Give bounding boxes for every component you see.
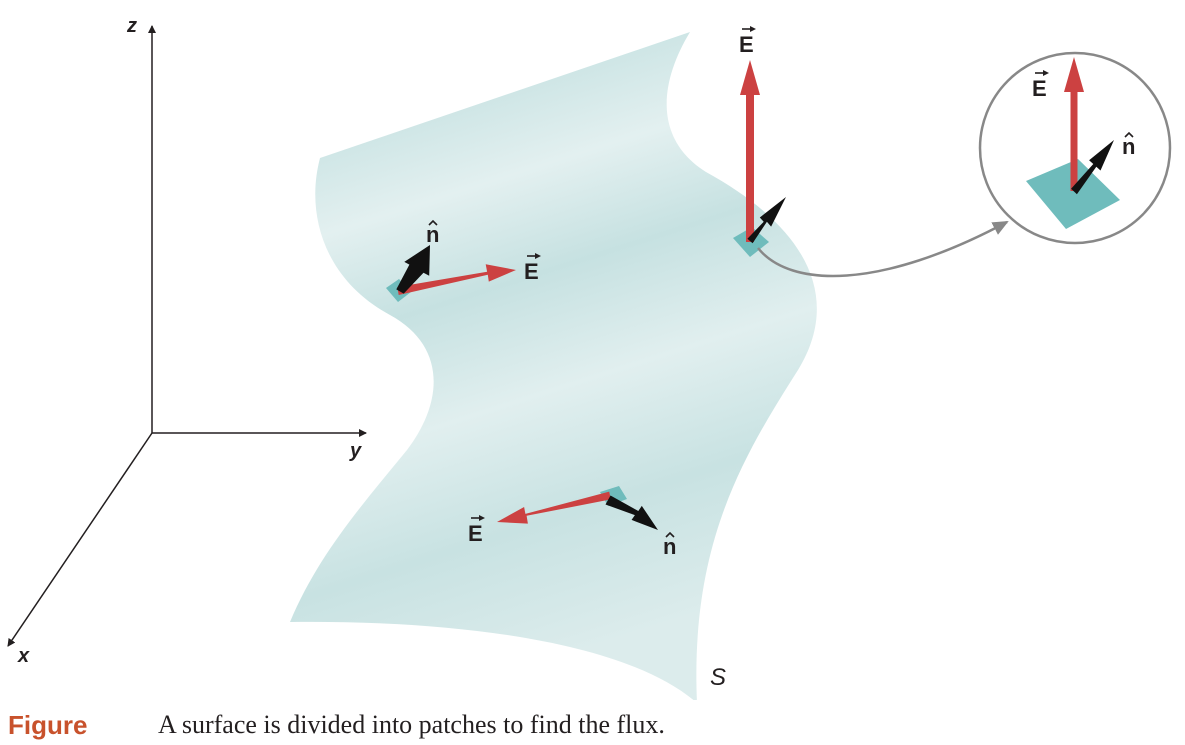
surface-s: [290, 32, 817, 700]
flux-surface-diagram: z y x E n E E n: [7, 15, 1172, 700]
callout-arrow: [757, 220, 1009, 278]
patch-3-e-vector: [497, 491, 611, 524]
inset-e-vector: [1064, 57, 1084, 191]
patch-2-n-vector: [747, 197, 786, 244]
patch-2-e-label: E: [739, 32, 754, 57]
coordinate-axes: z y x: [7, 15, 367, 667]
magnified-inset: E n: [978, 51, 1172, 245]
patch-2-e-vector: [740, 60, 760, 242]
patch-1-e-vector: [397, 264, 516, 295]
inset-n-hat: [1124, 131, 1134, 138]
patch-3: E n: [468, 486, 676, 559]
patch-3-n-vector: [605, 495, 658, 530]
figure-caption: Figure A surface is divided into patches…: [0, 706, 1185, 742]
patch-3-e-label: E: [468, 521, 483, 546]
x-axis: [7, 432, 153, 647]
inset-patch: [1026, 159, 1120, 229]
patch-3-n-label: n: [663, 534, 676, 559]
patch-3-n-hat: [665, 531, 675, 538]
caption-text: A surface is divided into patches to fin…: [158, 710, 665, 739]
caption-label: Figure: [8, 710, 88, 740]
patch-1-n-label: n: [426, 222, 439, 247]
inset-n-vector: [1071, 140, 1114, 195]
x-axis-label: x: [17, 645, 30, 667]
inset-n-label: n: [1122, 134, 1135, 159]
y-axis-label: y: [349, 440, 362, 462]
patch-2: E: [733, 26, 786, 257]
inset-e-label: E: [1032, 76, 1047, 101]
surface-label: S: [710, 664, 726, 691]
z-axis-label: z: [126, 15, 137, 37]
patch-1: E n: [386, 219, 541, 302]
patch-1-e-label: E: [524, 259, 539, 284]
patch-1-n-vector: [396, 245, 430, 294]
patch-1-n-hat: [428, 219, 438, 226]
